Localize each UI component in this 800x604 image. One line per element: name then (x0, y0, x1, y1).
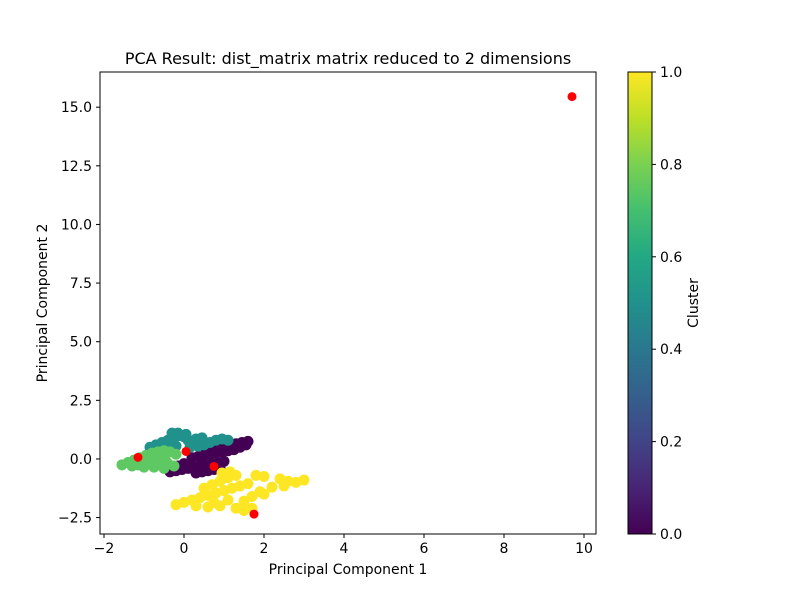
cluster-point (170, 448, 182, 460)
cluster-point (278, 480, 290, 492)
cluster-point (258, 488, 270, 500)
centroid-point (567, 92, 577, 102)
centroid-point (249, 509, 259, 519)
y-tick-label: 10.0 (61, 217, 92, 233)
colorbar-tick-label: 0.8 (660, 157, 682, 173)
cluster-point (238, 495, 250, 507)
x-tick-label: 10 (575, 541, 593, 557)
cluster-point (242, 478, 254, 490)
cluster-point (224, 466, 236, 478)
cluster-point (190, 500, 202, 512)
centroid-point (133, 452, 143, 462)
chart-title: PCA Result: dist_matrix matrix reduced t… (125, 49, 571, 69)
cluster-point (168, 460, 180, 472)
cluster-point (196, 432, 208, 444)
x-tick-label: 6 (420, 541, 429, 557)
x-axis-label: Principal Component 1 (269, 562, 428, 578)
centroid-point (209, 461, 219, 471)
x-tick-label: 2 (260, 541, 269, 557)
y-tick-label: 2.5 (70, 393, 92, 409)
cluster-point (246, 490, 258, 502)
y-tick-label: −2.5 (58, 511, 92, 527)
y-axis-ticks: −2.5 0.0 2.5 5.0 7.5 10.0 12.5 15.0 (58, 100, 100, 527)
colorbar-tick-label: 0.0 (660, 527, 682, 543)
cluster-point (184, 459, 196, 471)
colorbar-ticks: 0.0 0.2 0.4 0.6 0.8 1.0 (652, 65, 682, 543)
x-tick-label: 8 (500, 541, 509, 557)
x-tick-label: 0 (180, 541, 189, 557)
cluster-point (196, 455, 208, 467)
cluster-point (222, 494, 234, 506)
cluster-point (208, 496, 220, 508)
y-axis-label: Principal Component 2 (35, 224, 51, 383)
cluster-point (138, 461, 150, 473)
x-tick-label: −2 (94, 541, 115, 557)
y-tick-label: 12.5 (61, 159, 92, 175)
centroid-points (133, 92, 577, 519)
cluster-point (266, 481, 278, 493)
cluster-point (222, 434, 234, 446)
colorbar-tick-label: 1.0 (660, 65, 682, 81)
centroid-point (181, 446, 191, 456)
y-tick-label: 0.0 (70, 452, 92, 468)
colorbar-label: Cluster (686, 278, 702, 328)
y-tick-label: 7.5 (70, 276, 92, 292)
colorbar-tick-label: 0.4 (660, 342, 682, 358)
cluster-points (116, 427, 310, 517)
cluster-point (142, 452, 154, 464)
x-tick-label: 4 (340, 541, 349, 557)
cluster-point (160, 455, 172, 467)
cluster-point (298, 474, 310, 486)
y-tick-label: 5.0 (70, 335, 92, 351)
y-tick-label: 15.0 (61, 100, 92, 116)
plot-frame (99, 71, 597, 535)
cluster-point (258, 471, 270, 483)
colorbar-tick-label: 0.6 (660, 250, 682, 266)
x-axis-ticks: −2 0 2 4 6 8 10 (94, 534, 593, 557)
colorbar (627, 71, 653, 535)
colorbar-tick-label: 0.2 (660, 435, 682, 451)
cluster-point (148, 461, 160, 473)
plot-area (100, 72, 596, 534)
